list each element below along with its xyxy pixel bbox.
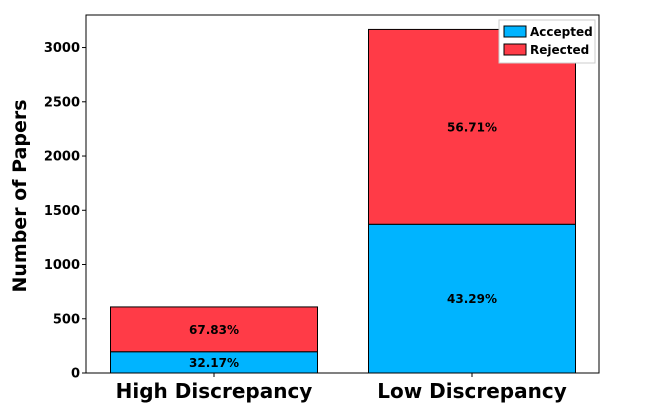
y-tick-label-2500: 2500 — [44, 95, 80, 110]
bar-accepted-1 — [368, 223, 576, 374]
y-axis-title: Number of Papers — [9, 99, 31, 292]
legend-swatch-accepted — [503, 25, 527, 38]
plot-area: 0 500 1000 1500 2000 2500 3000 32.17% 67.83% High… — [44, 14, 600, 403]
x-tick-label-1: Low Discrepancy — [377, 379, 567, 403]
legend-swatch-rejected — [503, 43, 527, 56]
y-tick-label-1000: 1000 — [44, 258, 80, 273]
data-label-rejected-0: 67.83% — [189, 323, 239, 337]
plot-frame — [85, 14, 600, 374]
data-label-rejected-1: 56.71% — [447, 120, 497, 134]
data-label-accepted-1: 43.29% — [447, 292, 497, 306]
y-tick-label-2000: 2000 — [44, 150, 80, 165]
y-tick-label-500: 500 — [53, 312, 80, 327]
data-label-accepted-0: 32.17% — [189, 356, 239, 370]
x-tick-label-0: High Discrepancy — [116, 379, 313, 403]
legend-label-rejected: Rejected — [530, 43, 589, 57]
legend-label-accepted: Accepted — [530, 25, 593, 39]
y-tick-label-1500: 1500 — [44, 204, 80, 219]
bar-rejected-0 — [110, 306, 318, 353]
y-tick-label-0: 0 — [71, 367, 80, 382]
y-tick-label-3000: 3000 — [44, 41, 80, 56]
